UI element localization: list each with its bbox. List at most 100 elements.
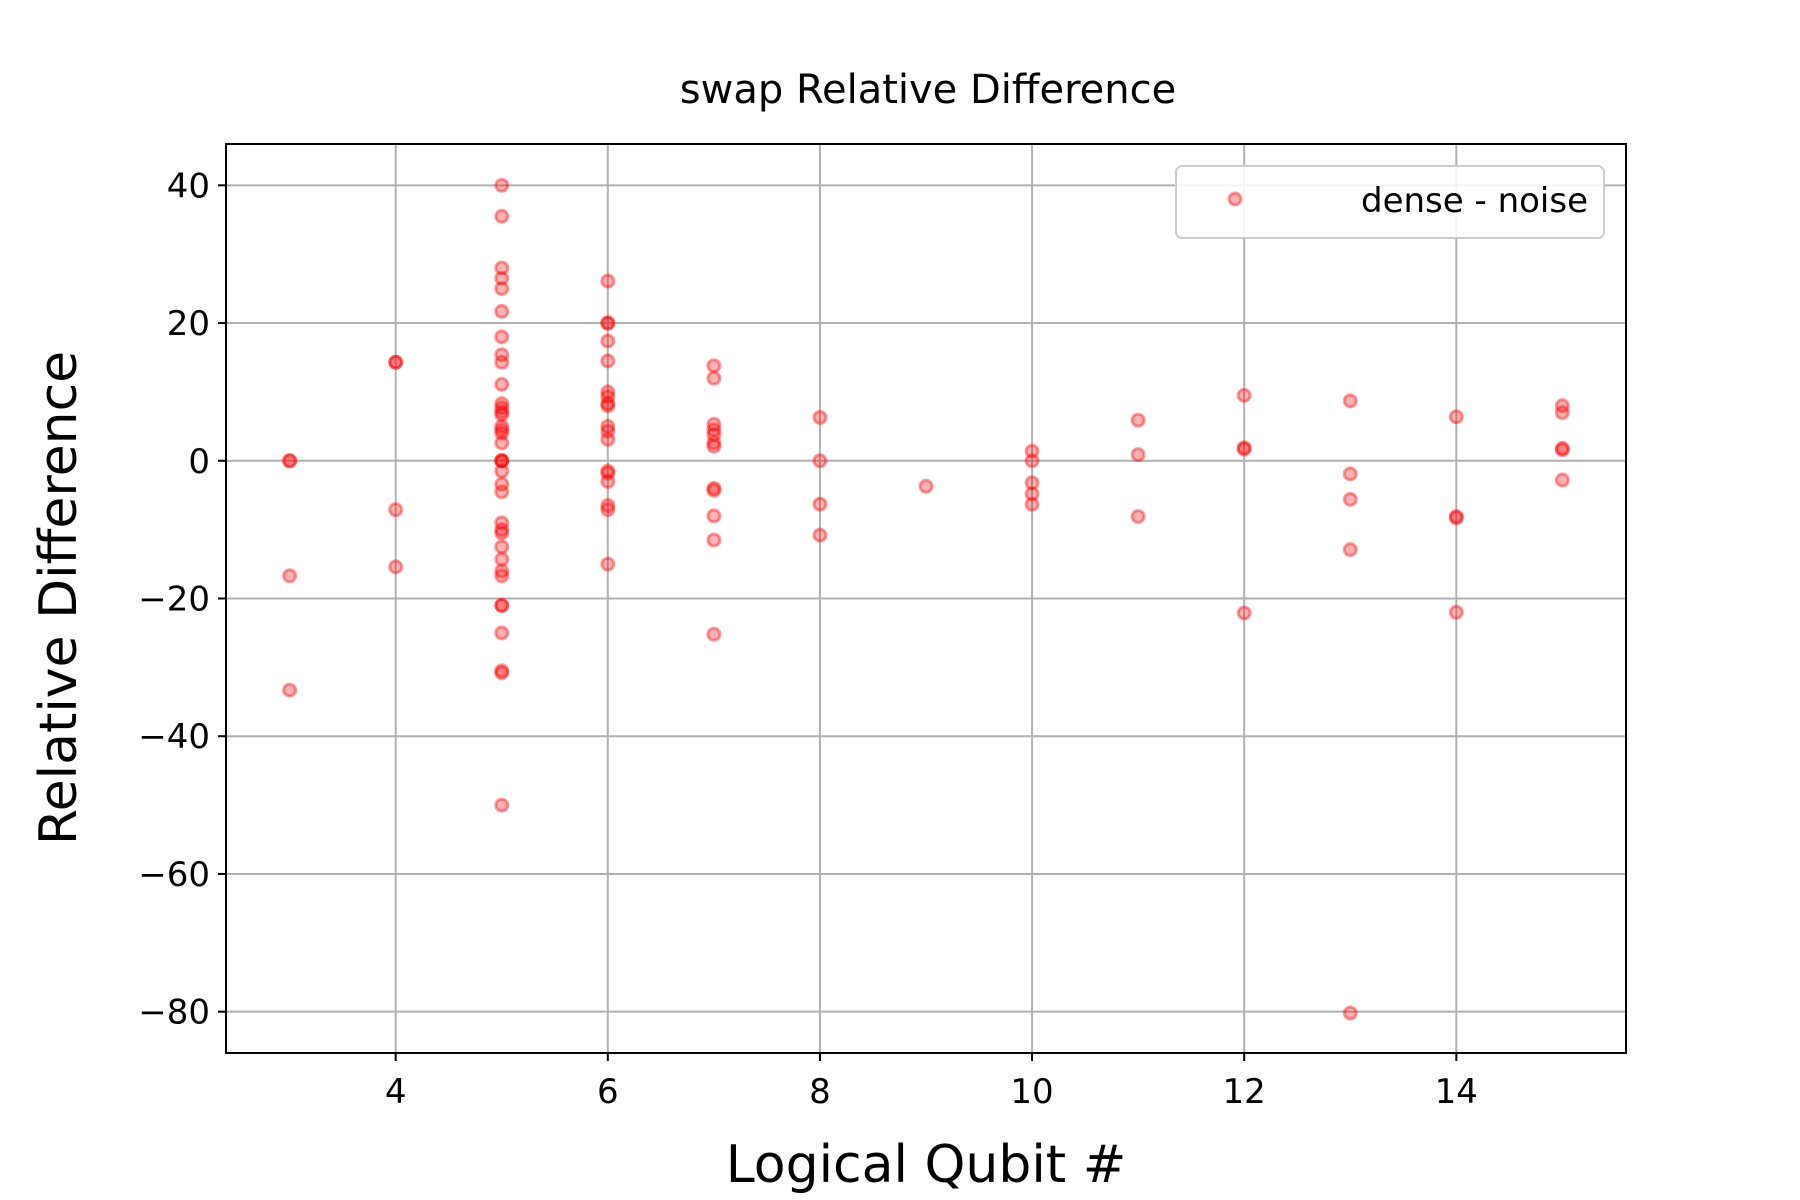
data-point [494, 260, 510, 276]
data-point [1236, 440, 1252, 456]
data-point [918, 478, 934, 494]
data-point [1024, 443, 1040, 459]
data-point [1448, 510, 1464, 526]
legend-label: dense - noise [1361, 181, 1588, 221]
legend-box [1175, 165, 1605, 239]
data-point [1554, 405, 1570, 421]
data-point [1236, 387, 1252, 403]
data-point [1024, 453, 1040, 469]
data-point [706, 370, 722, 386]
x-axis-label: Logical Qubit # [726, 1135, 1127, 1195]
data-point [600, 389, 616, 405]
data-point [388, 354, 404, 370]
data-point [494, 551, 510, 567]
data-point [812, 527, 828, 543]
y-tick-label: −20 [138, 580, 210, 620]
y-tick-label: 0 [188, 442, 210, 482]
data-point [494, 453, 510, 469]
x-tick-label: 12 [1223, 1072, 1266, 1112]
data-point [600, 353, 616, 369]
x-tick-label: 14 [1435, 1072, 1478, 1112]
data-point [600, 502, 616, 518]
x-tick-label: 10 [1010, 1072, 1053, 1112]
y-tick-label: 20 [167, 304, 210, 344]
data-point [600, 431, 616, 447]
data-point [1342, 542, 1358, 558]
data-point [494, 376, 510, 392]
data-point [494, 522, 510, 538]
data-point [282, 682, 298, 698]
data-point [494, 625, 510, 641]
y-tick-label: 40 [167, 166, 210, 206]
y-axis-label: Relative Difference [29, 351, 89, 845]
data-point [494, 177, 510, 193]
data-point [388, 559, 404, 575]
data-point [494, 418, 510, 434]
data-point [600, 465, 616, 481]
data-point [600, 418, 616, 434]
data-point [1130, 412, 1146, 428]
data-point [1130, 447, 1146, 463]
x-tick-label: 8 [809, 1072, 831, 1112]
data-point [494, 453, 510, 469]
data-point [600, 333, 616, 349]
data-point [706, 532, 722, 548]
data-point [1130, 509, 1146, 525]
y-tick-label: −40 [138, 717, 210, 757]
data-point [494, 597, 510, 613]
data-points [282, 177, 1570, 1021]
legend: dense - noise [1175, 165, 1605, 239]
data-point [600, 273, 616, 289]
data-point [706, 508, 722, 524]
data-point [282, 453, 298, 469]
data-point [494, 484, 510, 500]
data-point [706, 427, 722, 443]
data-point [494, 281, 510, 297]
data-point [706, 480, 722, 496]
data-point [1024, 486, 1040, 502]
data-point [1554, 442, 1570, 458]
data-point [494, 396, 510, 412]
y-tick-label: −60 [138, 855, 210, 895]
data-point [1342, 491, 1358, 507]
data-point [1342, 393, 1358, 409]
data-point [600, 384, 616, 400]
data-point [494, 208, 510, 224]
data-point [1342, 1005, 1358, 1021]
data-point [494, 329, 510, 345]
data-point [600, 498, 616, 514]
data-point [282, 568, 298, 584]
data-point [600, 315, 616, 331]
data-point [812, 453, 828, 469]
data-point [494, 425, 510, 441]
y-tick-label: −80 [138, 993, 210, 1033]
data-point [1448, 604, 1464, 620]
data-point [494, 568, 510, 584]
y-axis: 40 20 0 −20 −40 −60 −80 [138, 166, 226, 1033]
data-point [600, 473, 616, 489]
data-point [494, 270, 510, 286]
data-point [388, 502, 404, 518]
data-point [494, 797, 510, 813]
data-point [1024, 496, 1040, 512]
data-point [494, 539, 510, 555]
data-point [600, 396, 616, 412]
data-point [1024, 475, 1040, 491]
data-point [494, 435, 510, 451]
data-point [1554, 472, 1570, 488]
x-axis: 4 6 8 10 12 14 [385, 1053, 1478, 1112]
data-point [494, 422, 510, 438]
data-point [812, 409, 828, 425]
data-point [282, 453, 298, 469]
data-point [706, 435, 722, 451]
data-point [706, 358, 722, 374]
legend-marker [1227, 191, 1243, 207]
data-point [1448, 409, 1464, 425]
data-point [706, 626, 722, 642]
data-point [494, 663, 510, 679]
data-point [1236, 441, 1252, 457]
data-point [388, 354, 404, 370]
data-point [600, 556, 616, 572]
x-tick-label: 6 [597, 1072, 619, 1112]
